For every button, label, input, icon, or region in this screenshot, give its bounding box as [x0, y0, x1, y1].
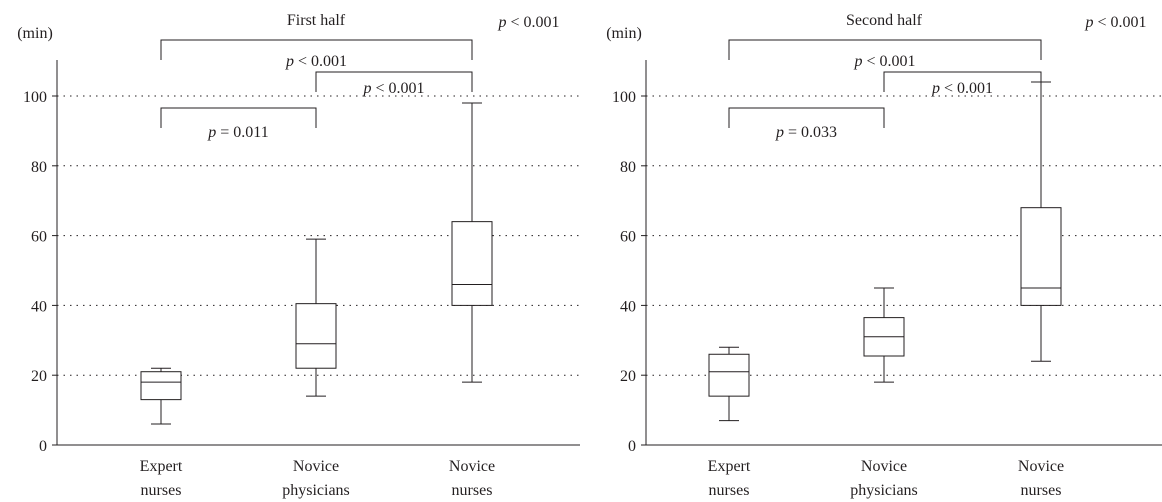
overall-p-value: p < 0.001 — [1084, 14, 1146, 31]
x-category-label: Novice — [293, 458, 339, 475]
p-symbol: p — [1084, 14, 1093, 31]
p-value-text: < 0.001 — [940, 80, 993, 97]
significance-bracket — [160, 39, 473, 60]
y-tick-label: 20 — [620, 368, 636, 385]
y-axis-label: (min) — [17, 25, 53, 42]
p-value-text: < 0.001 — [506, 14, 559, 31]
p-value-text: = 0.033 — [784, 124, 837, 141]
p-symbol: p — [207, 124, 216, 141]
box-plot-1 — [295, 238, 337, 397]
x-category-label: Novice — [861, 458, 907, 475]
p-value-text: = 0.011 — [216, 124, 268, 141]
p-value-text: < 0.001 — [1093, 14, 1146, 31]
y-tick-label: 60 — [31, 229, 47, 246]
y-tick-label: 80 — [31, 159, 47, 176]
x-category-label: Expert — [140, 458, 183, 475]
p-symbol: p — [775, 124, 784, 141]
x-category-label: nurses — [1021, 482, 1062, 499]
x-category-label: Novice — [449, 458, 495, 475]
overall-p-value: p < 0.001 — [497, 14, 559, 31]
p-symbol: p — [362, 80, 371, 97]
x-category-label: nurses — [452, 482, 493, 499]
box-plot-1 — [863, 287, 905, 383]
x-category-label: Expert — [708, 458, 751, 475]
significance-bracket — [160, 107, 317, 128]
x-category-label: nurses — [141, 482, 182, 499]
p-symbol: p — [931, 80, 940, 97]
p-value-text: < 0.001 — [862, 53, 915, 70]
bracket-p-value: p < 0.001 — [931, 80, 993, 97]
iqr-box — [140, 371, 182, 401]
iqr-box — [1020, 207, 1062, 306]
chart-title: First half — [287, 12, 346, 29]
y-tick-label: 40 — [31, 298, 47, 315]
p-value-text: < 0.001 — [371, 80, 424, 97]
y-axis-label: (min) — [606, 25, 642, 42]
bracket-p-value: p = 0.011 — [207, 124, 268, 141]
box-plot-2 — [1020, 81, 1062, 362]
p-symbol: p — [853, 53, 862, 70]
significance-bracket — [315, 71, 473, 92]
y-tick-label: 20 — [31, 368, 47, 385]
box-plot-0 — [708, 346, 750, 422]
y-tick-label: 60 — [620, 229, 636, 246]
y-tick-label: 0 — [628, 438, 636, 455]
y-tick-label: 100 — [23, 89, 47, 106]
x-category-label: physicians — [282, 482, 350, 499]
bracket-p-value: p < 0.001 — [853, 53, 915, 70]
y-tick-label: 0 — [39, 438, 47, 455]
x-category-label: nurses — [709, 482, 750, 499]
significance-bracket — [728, 107, 885, 128]
p-value-text: < 0.001 — [294, 53, 347, 70]
iqr-box — [708, 353, 750, 397]
iqr-box — [451, 221, 493, 306]
x-category-label: physicians — [850, 482, 918, 499]
iqr-box — [295, 303, 337, 369]
box-plot-2 — [451, 102, 493, 383]
x-category-label: Novice — [1018, 458, 1064, 475]
p-symbol: p — [497, 14, 506, 31]
significance-bracket — [728, 39, 1042, 60]
bracket-p-value: p < 0.001 — [285, 53, 347, 70]
box-plot-0 — [140, 367, 182, 425]
y-tick-label: 100 — [612, 89, 636, 106]
chart-title: Second half — [846, 12, 923, 29]
p-symbol: p — [285, 53, 294, 70]
bracket-p-value: p < 0.001 — [362, 80, 424, 97]
bracket-p-value: p = 0.033 — [775, 124, 837, 141]
y-tick-label: 40 — [620, 298, 636, 315]
y-tick-label: 80 — [620, 159, 636, 176]
